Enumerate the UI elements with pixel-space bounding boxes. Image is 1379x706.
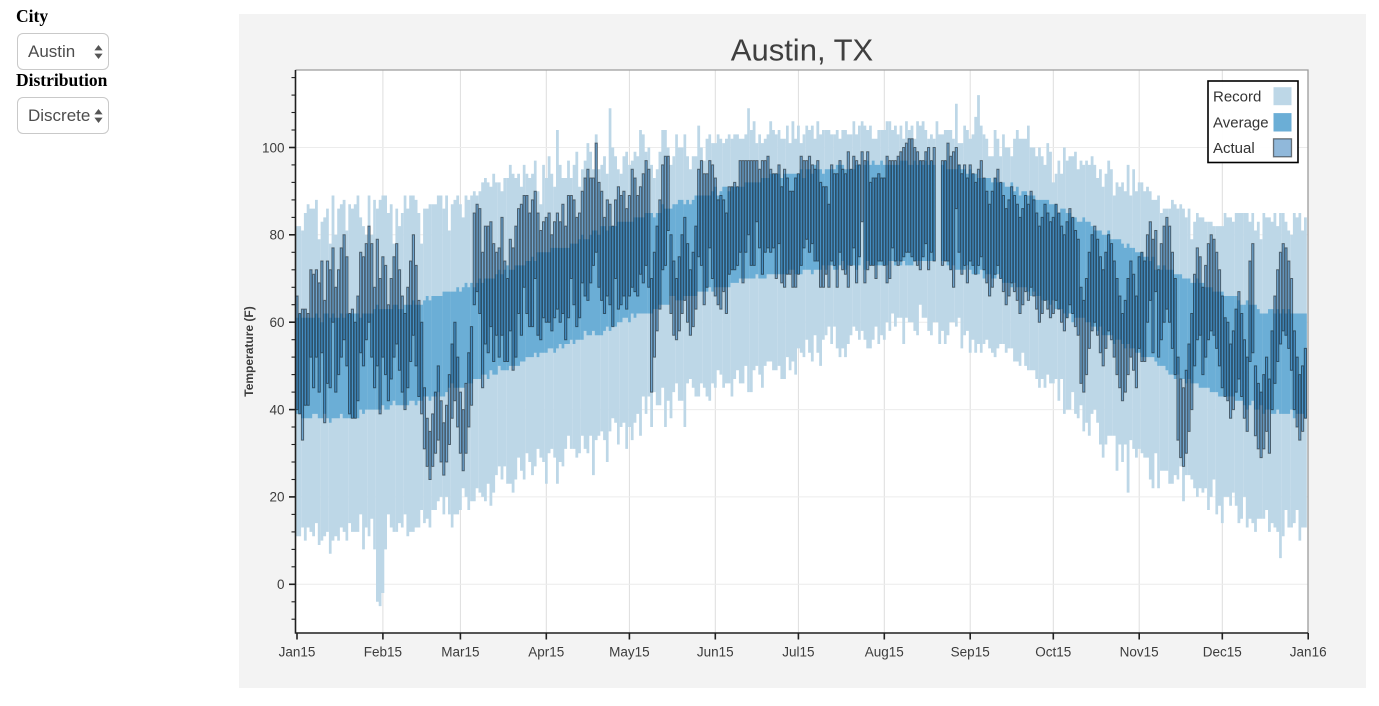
svg-text:20: 20: [269, 490, 284, 505]
svg-text:Oct15: Oct15: [1035, 645, 1071, 660]
svg-text:0: 0: [277, 577, 285, 592]
svg-text:Aug15: Aug15: [865, 645, 904, 660]
svg-text:Temperature (F): Temperature (F): [242, 306, 256, 396]
svg-text:Feb15: Feb15: [364, 645, 402, 660]
svg-text:60: 60: [269, 315, 284, 330]
svg-text:Austin, TX: Austin, TX: [731, 33, 874, 68]
svg-text:Record: Record: [1213, 88, 1261, 105]
svg-text:100: 100: [262, 140, 285, 155]
svg-text:Actual: Actual: [1213, 140, 1255, 157]
svg-text:Jan16: Jan16: [1290, 645, 1327, 660]
svg-text:Average: Average: [1213, 114, 1269, 131]
svg-text:Apr15: Apr15: [528, 645, 564, 660]
svg-text:Nov15: Nov15: [1120, 645, 1159, 660]
svg-text:Sep15: Sep15: [951, 645, 990, 660]
svg-text:40: 40: [269, 402, 284, 417]
svg-text:Jul15: Jul15: [782, 645, 814, 660]
svg-text:May15: May15: [609, 645, 650, 660]
svg-text:80: 80: [269, 228, 284, 243]
svg-text:Jan15: Jan15: [279, 645, 316, 660]
svg-text:Dec15: Dec15: [1203, 645, 1242, 660]
svg-text:Jun15: Jun15: [697, 645, 734, 660]
svg-text:Mar15: Mar15: [441, 645, 479, 660]
